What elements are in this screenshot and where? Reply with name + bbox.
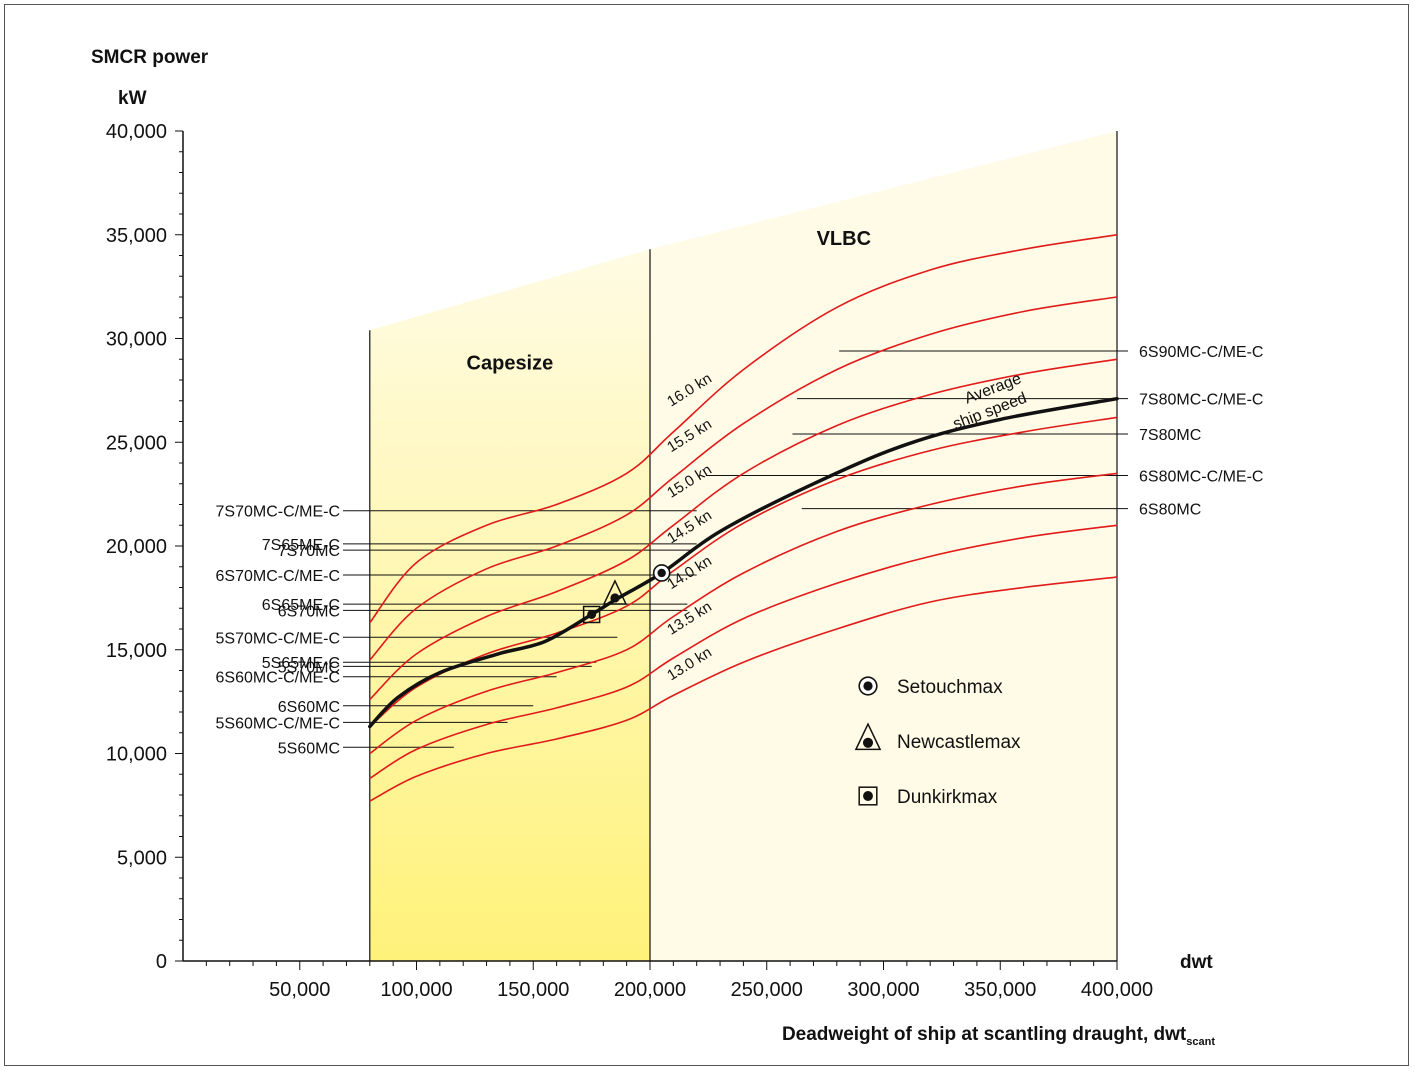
engine-label-16: 5S60MC-C/ME-C	[216, 715, 340, 732]
region-label-1: VLBC	[817, 228, 871, 250]
engine-label-6: 7S65ME-C	[262, 537, 340, 554]
engine-label-9: 6S65ME-C	[262, 597, 340, 614]
engine-label-8: 6S70MC-C/ME-C	[216, 568, 340, 585]
engine-label-0: 6S90MC-C/ME-C	[1139, 344, 1263, 361]
chart-frame	[4, 4, 1409, 1066]
y-tick-label-5: 25,000	[106, 432, 167, 454]
x-tick-label-3: 200,000	[614, 979, 686, 1001]
legend-square-symbol-outer	[858, 786, 878, 806]
x-tick-label-6: 350,000	[964, 979, 1036, 1001]
chart-text: SMCR power kW dwt Deadweight of ship at …	[91, 47, 1215, 1048]
engine-label-14: 6S60MC-C/ME-C	[216, 670, 340, 687]
engine-label-7: 7S70MC	[278, 543, 340, 560]
x-axis-unit: dwt	[1180, 952, 1213, 973]
marker-square-dot	[587, 609, 597, 619]
engine-label-17: 5S60MC	[278, 740, 340, 757]
ship-markers: Setouchmax Newcastlemax Dunkirkmax	[582, 564, 1021, 808]
x-tick-label-2: 150,000	[497, 979, 569, 1001]
speed-curve-3	[369, 416, 1118, 728]
y-tick-label-1: 5,000	[117, 847, 167, 869]
marker-square-outer	[582, 605, 601, 624]
engine-lines: 6S90MC-C/ME-C 7S80MC-C/ME-C 7S80MC 6S80MC-C…	[216, 344, 1264, 757]
y-tick-label-8: 40,000	[106, 121, 167, 143]
x-tick-label-1: 100,000	[380, 979, 452, 1001]
engine-label-5: 7S70MC-C/ME-C	[216, 504, 340, 521]
speed-curve-6	[369, 576, 1118, 802]
y-tick-label-6: 30,000	[106, 329, 167, 351]
legend-circle-label: Setouchmax	[897, 677, 1003, 698]
engine-label-3: 6S80MC-C/ME-C	[1139, 468, 1263, 485]
y-tick-label-2: 10,000	[106, 744, 167, 766]
speed-curve-0	[369, 234, 1118, 624]
speed-curve-2	[369, 358, 1118, 701]
x-tick-label-4: 250,000	[731, 979, 803, 1001]
capesize-region	[369, 249, 650, 961]
marker-triangle-dot	[610, 593, 620, 603]
y-tick-label-3: 15,000	[106, 640, 167, 662]
engine-label-4: 6S80MC	[1139, 502, 1201, 519]
legend-triangle-label: Newcastlemax	[897, 732, 1021, 753]
marker-circle-dot	[657, 568, 666, 578]
engine-label-15: 6S60MC	[278, 699, 340, 716]
legend-circle-symbol-dot	[863, 681, 873, 691]
y-axis-unit: kW	[118, 88, 147, 109]
engine-label-1: 7S80MC-C/ME-C	[1139, 392, 1263, 409]
x-tick-label-7: 400,000	[1081, 979, 1153, 1001]
y-tick-label-7: 35,000	[106, 225, 167, 247]
axes: 0 5,000 10,000 15,000 20,000 25,000 30,000 35,0…	[106, 121, 1153, 1001]
speed-curve-4	[369, 472, 1118, 755]
legend-triangle-symbol-outer	[854, 722, 882, 751]
engine-label-13: 5S70MC	[278, 659, 340, 676]
region-label-0: Capesize	[467, 353, 554, 375]
x-axis-title: Deadweight of ship at scantling draught,…	[782, 1024, 1215, 1048]
vlbc-region	[650, 131, 1117, 961]
speed-curve-1	[369, 296, 1118, 661]
y-axis-title: SMCR power	[91, 47, 209, 68]
region-fills: Capesize VLBC	[369, 131, 1118, 961]
legend-triangle-symbol-dot	[862, 737, 874, 748]
y-tick-label-4: 20,000	[106, 536, 167, 558]
x-axis-title-sub: scant	[1186, 1036, 1215, 1048]
y-tick-label-0: 0	[156, 951, 167, 973]
average-speed-curve	[368, 396, 1119, 729]
legend-square-symbol-dot	[863, 791, 873, 801]
legend-square-label: Dunkirkmax	[897, 787, 998, 808]
x-tick-label-5: 300,000	[847, 979, 919, 1001]
engine-label-2: 7S80MC	[1139, 427, 1201, 444]
marker-triangle-outer	[602, 579, 628, 605]
engine-label-12: 5S65ME-C	[262, 655, 340, 672]
speed-curve-5	[369, 524, 1118, 780]
engine-label-10: 6S70MC	[278, 603, 340, 620]
engine-label-11: 5S70MC-C/ME-C	[216, 630, 340, 647]
x-axis-title-main: Deadweight of ship at scantling draught,…	[782, 1024, 1187, 1045]
x-tick-label-0: 50,000	[269, 979, 330, 1001]
